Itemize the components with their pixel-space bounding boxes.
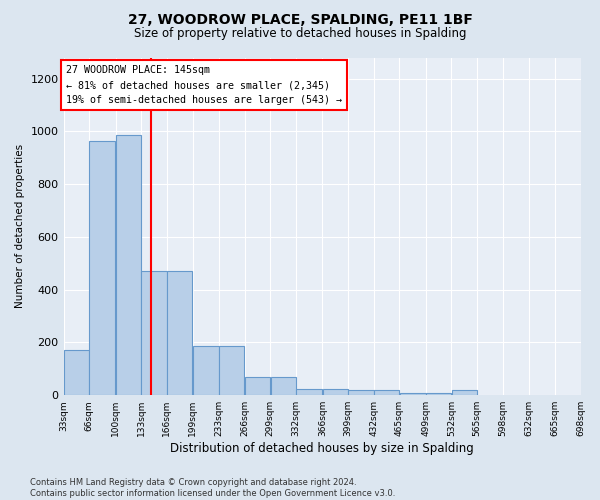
Bar [245,376,270,395]
Bar [426,393,451,395]
Text: 27 WOODROW PLACE: 145sqm
← 81% of detached houses are smaller (2,345)
19% of sem: 27 WOODROW PLACE: 145sqm ← 81% of detach… [66,66,342,105]
X-axis label: Distribution of detached houses by size in Spalding: Distribution of detached houses by size … [170,442,474,455]
Y-axis label: Number of detached properties: Number of detached properties [15,144,25,308]
Bar [400,393,425,395]
Text: Contains HM Land Registry data © Crown copyright and database right 2024.
Contai: Contains HM Land Registry data © Crown c… [30,478,395,498]
Bar [219,346,244,395]
Bar [64,350,89,395]
Bar [323,388,348,395]
Bar [374,390,399,395]
Bar [271,376,296,395]
Bar [167,271,193,395]
Bar [452,390,477,395]
Bar [193,346,219,395]
Text: Size of property relative to detached houses in Spalding: Size of property relative to detached ho… [134,28,466,40]
Bar [116,136,141,395]
Bar [296,388,322,395]
Bar [348,390,374,395]
Bar [89,140,115,395]
Text: 27, WOODROW PLACE, SPALDING, PE11 1BF: 27, WOODROW PLACE, SPALDING, PE11 1BF [128,12,472,26]
Bar [142,271,167,395]
